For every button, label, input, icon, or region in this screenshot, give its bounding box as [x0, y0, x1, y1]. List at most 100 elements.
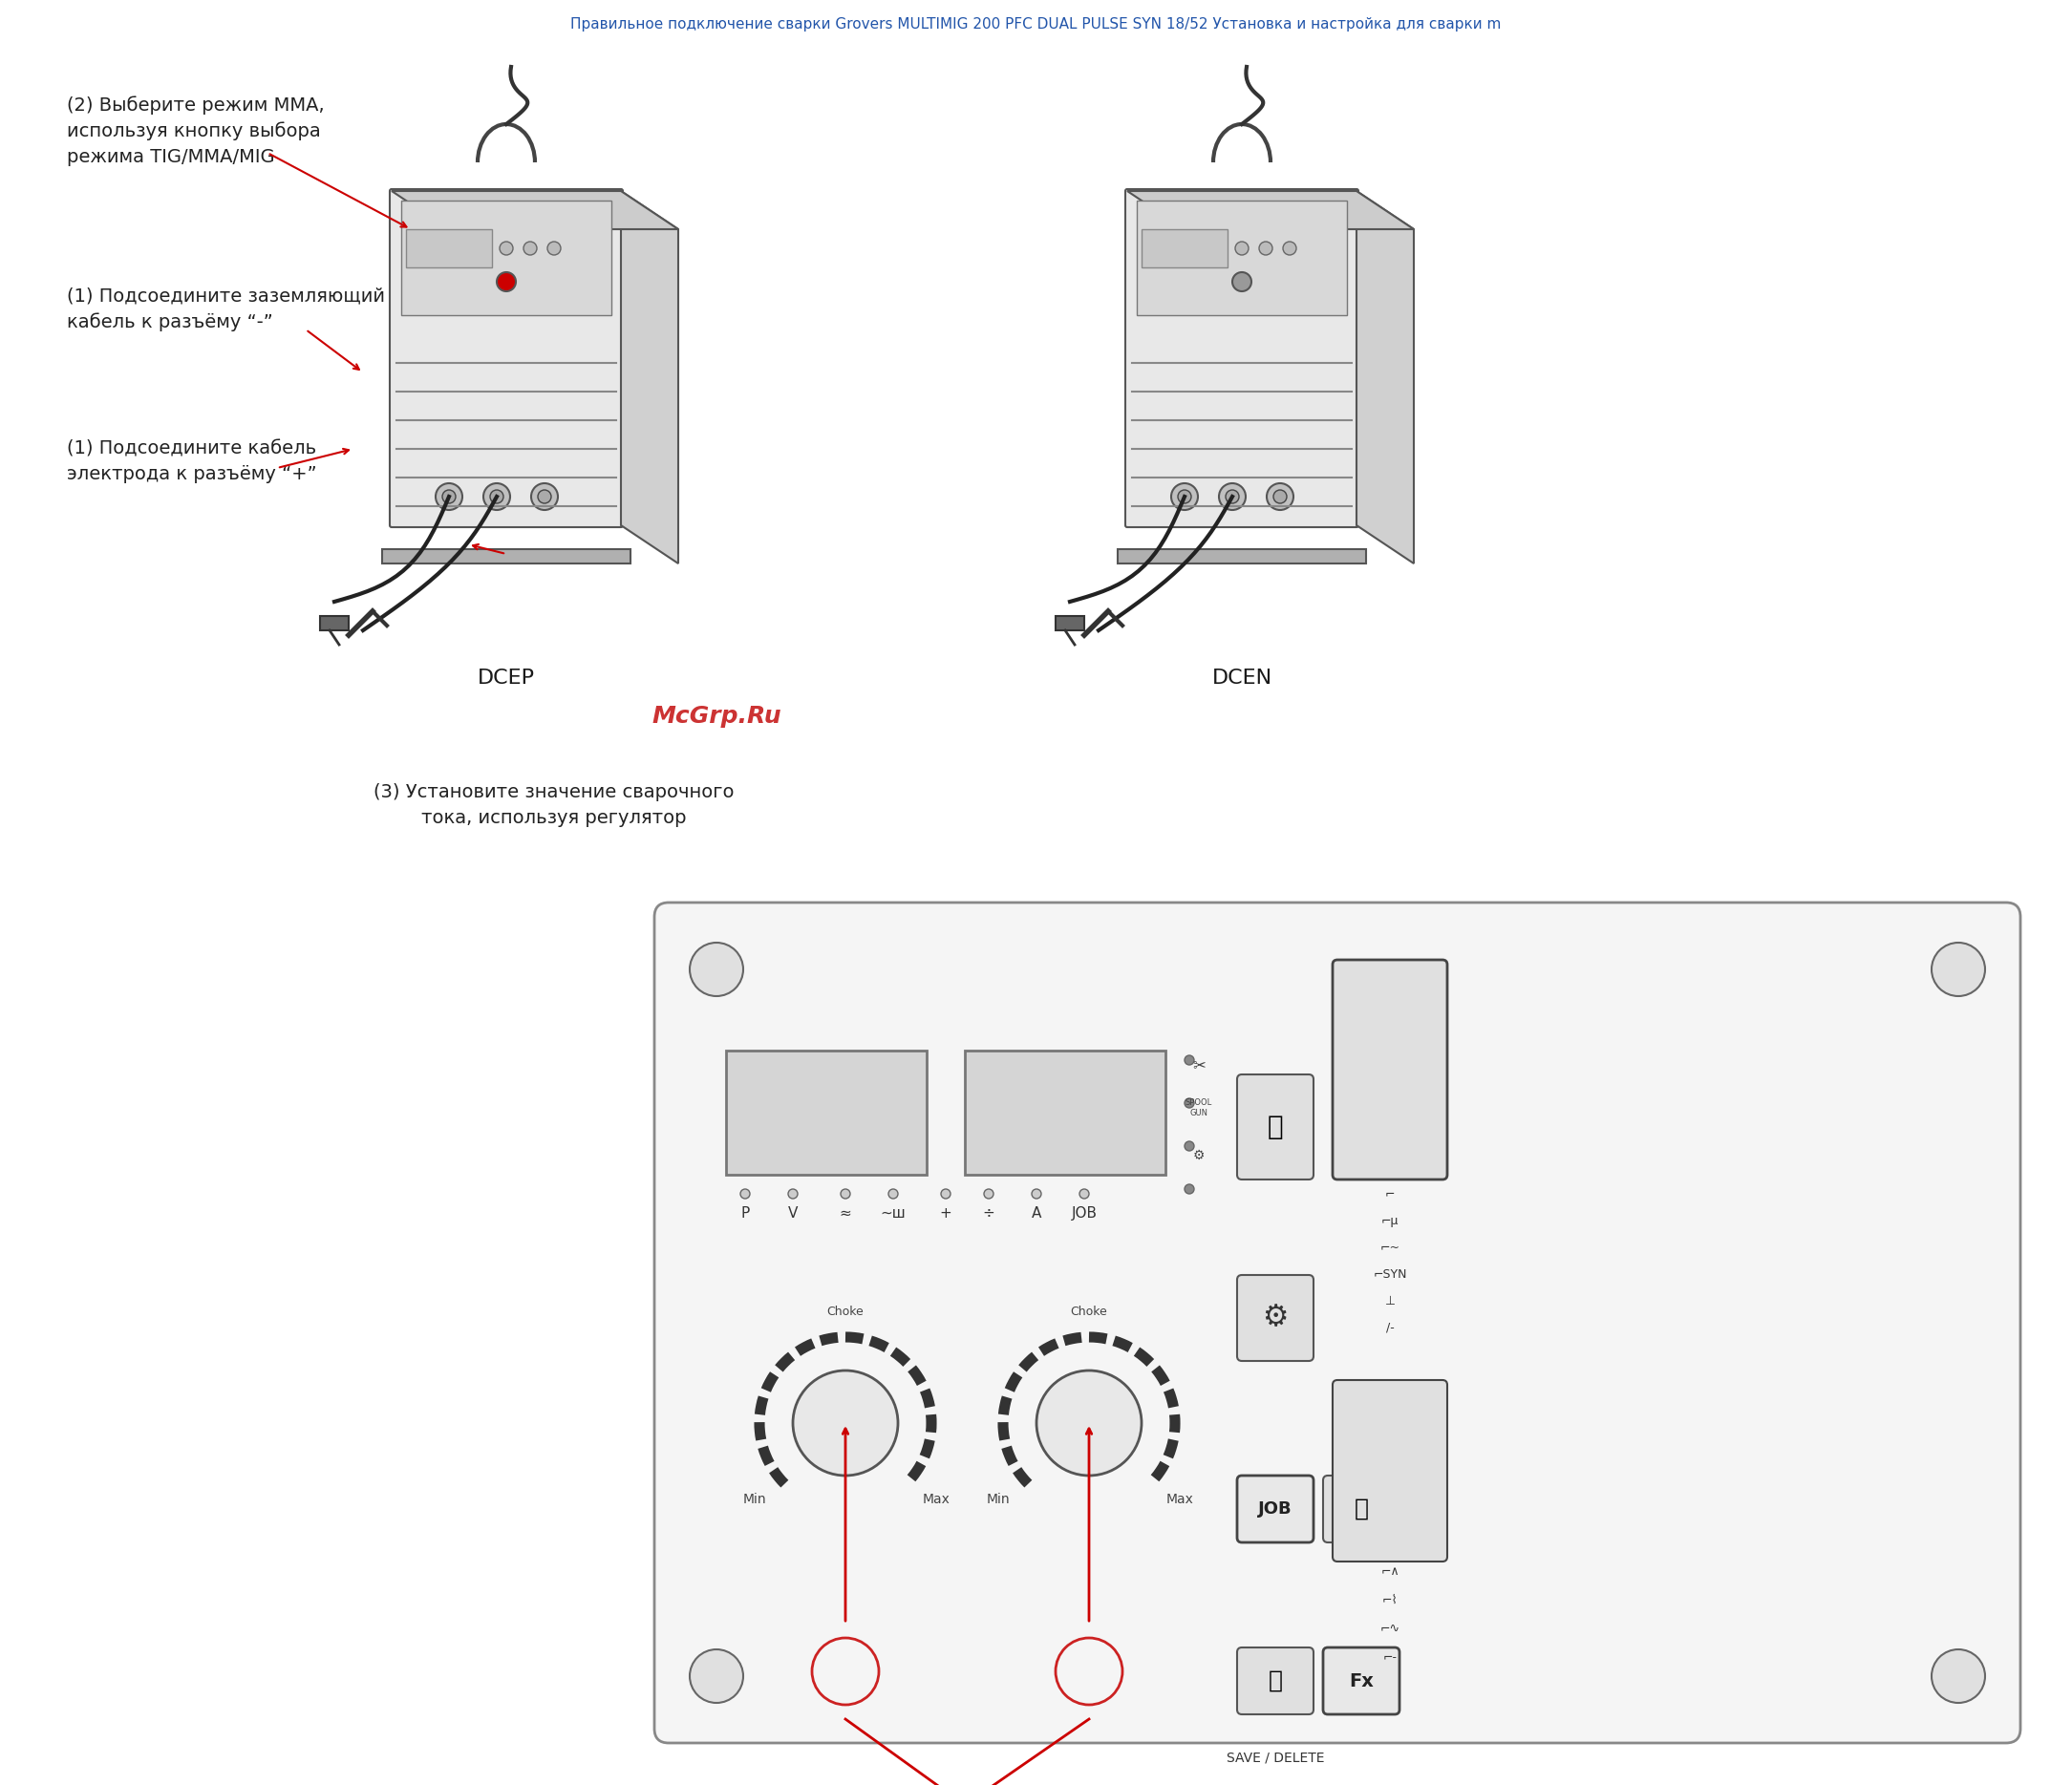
- FancyBboxPatch shape: [1332, 960, 1446, 1180]
- Circle shape: [499, 241, 514, 255]
- Circle shape: [1036, 1371, 1142, 1476]
- FancyBboxPatch shape: [655, 903, 2020, 1742]
- FancyBboxPatch shape: [1237, 1274, 1314, 1360]
- Polygon shape: [1357, 191, 1413, 564]
- Circle shape: [491, 489, 503, 503]
- Bar: [402, 200, 611, 316]
- Text: P: P: [740, 1205, 750, 1221]
- Circle shape: [1266, 484, 1293, 511]
- Circle shape: [1080, 1189, 1090, 1198]
- Text: Max: Max: [922, 1492, 949, 1507]
- Polygon shape: [392, 191, 678, 228]
- Circle shape: [1185, 1055, 1193, 1066]
- Circle shape: [1931, 1649, 1985, 1703]
- Text: JOB: JOB: [1258, 1501, 1293, 1517]
- Circle shape: [794, 1371, 897, 1476]
- Text: ⌐~: ⌐~: [1380, 1241, 1401, 1253]
- Circle shape: [435, 484, 462, 511]
- Bar: [725, 1051, 926, 1175]
- Text: Min: Min: [744, 1492, 767, 1507]
- Circle shape: [1274, 489, 1287, 503]
- Bar: [1142, 228, 1227, 268]
- Text: ~ш: ~ш: [881, 1205, 905, 1221]
- Text: ÷: ÷: [982, 1205, 995, 1221]
- Circle shape: [1283, 241, 1297, 255]
- Text: Правильное подключение сварки Grovers MULTIMIG 200 PFC DUAL PULSE SYN 18/52 Уста: Правильное подключение сварки Grovers MU…: [570, 18, 1500, 32]
- Text: ⌐∧: ⌐∧: [1380, 1565, 1399, 1578]
- Text: DCEN: DCEN: [1212, 669, 1272, 687]
- Text: (3) Установите значение сварочного
тока, используя регулятор: (3) Установите значение сварочного тока,…: [373, 784, 733, 826]
- Text: Choke: Choke: [1071, 1305, 1109, 1317]
- Text: ⚙: ⚙: [1262, 1305, 1289, 1332]
- Bar: [966, 1051, 1164, 1175]
- Polygon shape: [622, 191, 678, 564]
- Text: Min: Min: [986, 1492, 1009, 1507]
- Text: ⌐: ⌐: [1384, 1187, 1394, 1200]
- Text: ⊥: ⊥: [1384, 1294, 1394, 1307]
- Circle shape: [1177, 489, 1191, 503]
- Text: +: +: [939, 1205, 951, 1221]
- FancyBboxPatch shape: [1237, 1648, 1314, 1714]
- Circle shape: [690, 942, 744, 996]
- Circle shape: [497, 271, 516, 291]
- Circle shape: [1185, 1098, 1193, 1108]
- Text: (1) Подсоедините заземляющий
кабель к разъёму “-”: (1) Подсоедините заземляющий кабель к ра…: [66, 287, 385, 330]
- FancyBboxPatch shape: [1237, 1075, 1314, 1180]
- Text: Choke: Choke: [827, 1305, 864, 1317]
- Text: ⌐SYN: ⌐SYN: [1374, 1267, 1407, 1280]
- Text: (1) Подсоедините кабель
электрода к разъёму “+”: (1) Подсоедините кабель электрода к разъ…: [66, 439, 317, 482]
- Bar: [406, 228, 491, 268]
- Circle shape: [530, 484, 557, 511]
- Circle shape: [690, 1649, 744, 1703]
- Text: 🔧: 🔧: [1268, 1114, 1283, 1141]
- Bar: [319, 616, 348, 630]
- Text: ≈: ≈: [839, 1205, 852, 1221]
- Text: A: A: [1032, 1205, 1042, 1221]
- Text: SPOOL
GUN: SPOOL GUN: [1185, 1098, 1212, 1117]
- Text: Fx: Fx: [1349, 1673, 1374, 1690]
- FancyBboxPatch shape: [1237, 1476, 1314, 1542]
- Polygon shape: [1127, 191, 1413, 228]
- Text: ✂: ✂: [1191, 1057, 1206, 1073]
- Bar: [1138, 200, 1347, 316]
- Bar: [1055, 616, 1084, 630]
- Circle shape: [889, 1189, 897, 1198]
- Text: (2) Выберите режим ММА,
используя кнопку выбора
режима TIG/MMA/MIG: (2) Выберите режим ММА, используя кнопку…: [66, 96, 325, 166]
- Circle shape: [1185, 1183, 1193, 1194]
- Circle shape: [1233, 271, 1251, 291]
- Circle shape: [483, 484, 510, 511]
- Circle shape: [1171, 484, 1198, 511]
- Text: 👍: 👍: [1355, 1498, 1368, 1521]
- FancyBboxPatch shape: [390, 189, 624, 527]
- Text: ⚙: ⚙: [1193, 1150, 1204, 1162]
- FancyBboxPatch shape: [1324, 1476, 1399, 1542]
- Circle shape: [1218, 484, 1245, 511]
- Circle shape: [1227, 489, 1239, 503]
- Text: ⌐⌇: ⌐⌇: [1382, 1594, 1399, 1607]
- Text: ⌐∿: ⌐∿: [1380, 1623, 1401, 1635]
- Circle shape: [1260, 241, 1272, 255]
- Text: McGrp.Ru: McGrp.Ru: [653, 705, 781, 728]
- Circle shape: [1931, 942, 1985, 996]
- Text: ⌐-: ⌐-: [1382, 1651, 1397, 1664]
- Text: JOB: JOB: [1071, 1205, 1098, 1221]
- Text: ⌐µ: ⌐µ: [1382, 1214, 1399, 1226]
- Circle shape: [787, 1189, 798, 1198]
- Circle shape: [441, 489, 456, 503]
- Circle shape: [524, 241, 537, 255]
- FancyBboxPatch shape: [1125, 189, 1359, 527]
- Text: 📁: 📁: [1268, 1669, 1283, 1692]
- FancyBboxPatch shape: [1324, 1648, 1399, 1714]
- Text: SAVE / DELETE: SAVE / DELETE: [1227, 1751, 1324, 1764]
- FancyBboxPatch shape: [1332, 1380, 1446, 1562]
- Circle shape: [740, 1189, 750, 1198]
- Circle shape: [1235, 241, 1249, 255]
- Bar: [1117, 550, 1365, 564]
- Circle shape: [539, 489, 551, 503]
- Circle shape: [941, 1189, 951, 1198]
- Circle shape: [841, 1189, 850, 1198]
- Circle shape: [984, 1189, 992, 1198]
- Text: V: V: [787, 1205, 798, 1221]
- Circle shape: [547, 241, 562, 255]
- Text: Max: Max: [1167, 1492, 1193, 1507]
